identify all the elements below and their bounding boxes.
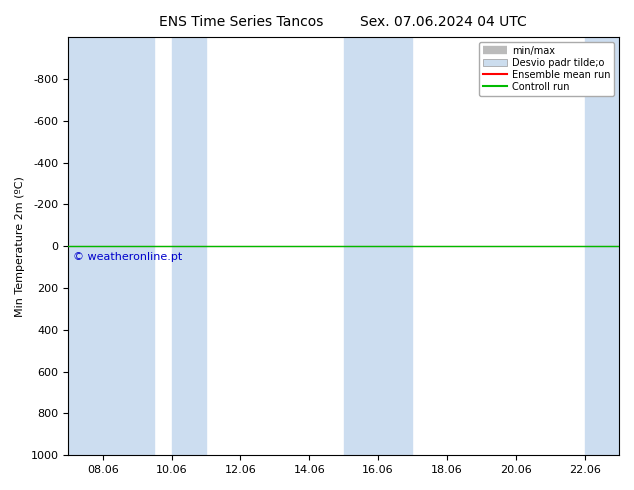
Bar [344,37,413,455]
Bar [68,37,154,455]
Text: © weatheronline.pt: © weatheronline.pt [74,252,183,263]
Legend: min/max, Desvio padr tilde;o, Ensemble mean run, Controll run: min/max, Desvio padr tilde;o, Ensemble m… [479,42,614,96]
Bar [172,37,206,455]
Text: ENS Time Series Tancos: ENS Time Series Tancos [158,15,323,29]
Bar [585,37,619,455]
Y-axis label: Min Temperature 2m (ºC): Min Temperature 2m (ºC) [15,176,25,317]
Text: Sex. 07.06.2024 04 UTC: Sex. 07.06.2024 04 UTC [360,15,527,29]
